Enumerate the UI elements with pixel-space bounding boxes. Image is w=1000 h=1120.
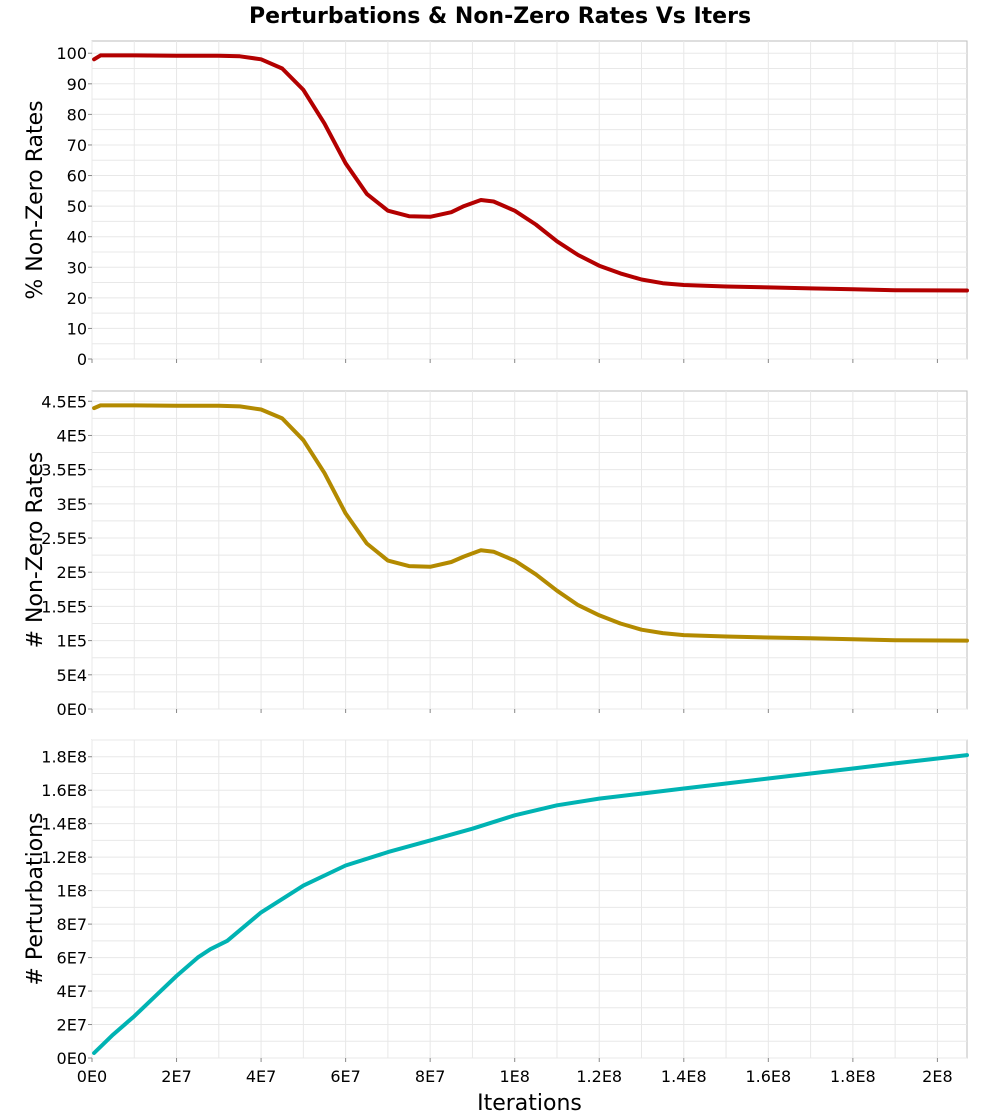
y-tick-label: 1.2E8 [41, 848, 87, 867]
y-axis-label: # Non-Zero Rates [23, 452, 48, 649]
y-tick-label: 4E7 [57, 982, 87, 1001]
x-tick-label: 6E7 [330, 1067, 360, 1086]
y-tick-label: 50 [67, 197, 87, 216]
y-tick-label: 0E0 [57, 1049, 87, 1068]
y-tick-label: 4.5E5 [41, 392, 87, 411]
y-tick-label: 5E4 [57, 666, 87, 685]
y-tick-label: 20 [67, 289, 87, 308]
y-tick-label: 4E5 [57, 426, 87, 445]
x-tick-label: 0E0 [77, 1067, 107, 1086]
x-tick-label: 8E7 [415, 1067, 445, 1086]
y-tick-label: 30 [67, 258, 87, 277]
y-tick-label: 8E7 [57, 915, 87, 934]
x-tick-label: 2E8 [922, 1067, 952, 1086]
x-tick-label: 1.8E8 [830, 1067, 876, 1086]
y-tick-label: 60 [67, 167, 87, 186]
x-axis-label: Iterations [477, 1091, 582, 1116]
chart-title: Perturbations & Non-Zero Rates Vs Iters [249, 4, 751, 29]
y-axis-label: # Perturbations [23, 812, 48, 985]
x-tick-label: 2E7 [161, 1067, 191, 1086]
y-tick-label: 2E5 [57, 563, 87, 582]
y-tick-label: 2E7 [57, 1016, 87, 1035]
plot-area [91, 739, 968, 1059]
y-tick-label: 1E8 [57, 882, 87, 901]
y-tick-label: 1.6E8 [41, 781, 87, 800]
x-tick-label: 4E7 [246, 1067, 276, 1086]
y-tick-label: 100 [56, 44, 87, 63]
y-tick-label: 6E7 [57, 949, 87, 968]
plot-area [91, 390, 968, 710]
y-tick-label: 3.5E5 [41, 461, 87, 480]
y-tick-label: 80 [67, 105, 87, 124]
chart-panel-1: 0 10 20 30 40 50 60 70 80 90 100 % Non-Zero Rates [23, 40, 969, 369]
y-tick-label: 1.8E8 [41, 748, 87, 767]
y-tick-label: 40 [67, 228, 87, 247]
chart-panel-3: 0E0 2E7 4E7 6E7 8E7 1E8 1.2E8 1.4E8 1.6E8 1.8E8 0E… [23, 739, 969, 1116]
plot-area [91, 40, 968, 360]
x-tick-label: 1.6E8 [745, 1067, 791, 1086]
y-tick-label: 0E0 [57, 700, 87, 719]
x-tick-label: 1.2E8 [576, 1067, 622, 1086]
y-tick-label: 10 [67, 319, 87, 338]
y-tick-label: 3E5 [57, 495, 87, 514]
y-tick-label: 1.4E8 [41, 815, 87, 834]
x-tick-label: 1E8 [499, 1067, 529, 1086]
y-tick-label: 2.5E5 [41, 529, 87, 548]
series-line-1 [92, 53, 969, 293]
y-axis-label: % Non-Zero Rates [23, 100, 48, 299]
series-line-1 [92, 403, 969, 643]
x-tick-label: 1.4E8 [661, 1067, 707, 1086]
series-line-1 [92, 753, 969, 1055]
y-tick-label: 70 [67, 136, 87, 155]
y-tick-label: 1E5 [57, 632, 87, 651]
chart-panel-2: 0E0 5E4 1E5 1.5E5 2E5 2.5E5 3E5 3.5E5 4E5 4.5E5 # … [23, 390, 969, 719]
y-tick-label: 1.5E5 [41, 597, 87, 616]
y-tick-label: 90 [67, 75, 87, 94]
y-tick-label: 0 [77, 350, 87, 369]
